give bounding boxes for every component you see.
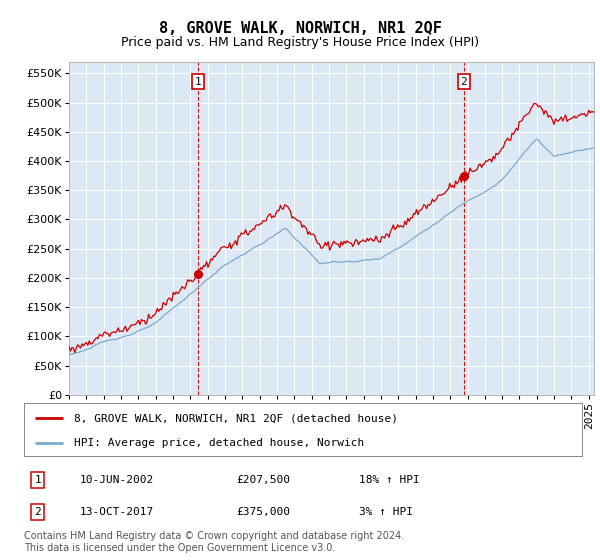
Text: 18% ↑ HPI: 18% ↑ HPI bbox=[359, 475, 419, 485]
Text: 1: 1 bbox=[194, 77, 201, 87]
Text: 8, GROVE WALK, NORWICH, NR1 2QF (detached house): 8, GROVE WALK, NORWICH, NR1 2QF (detache… bbox=[74, 413, 398, 423]
Text: 2: 2 bbox=[35, 507, 41, 517]
Text: 2: 2 bbox=[460, 77, 467, 87]
Text: 1: 1 bbox=[35, 475, 41, 485]
Text: Price paid vs. HM Land Registry's House Price Index (HPI): Price paid vs. HM Land Registry's House … bbox=[121, 36, 479, 49]
Text: 10-JUN-2002: 10-JUN-2002 bbox=[80, 475, 154, 485]
Text: Contains HM Land Registry data © Crown copyright and database right 2024.
This d: Contains HM Land Registry data © Crown c… bbox=[24, 531, 404, 553]
Text: £207,500: £207,500 bbox=[236, 475, 290, 485]
Text: HPI: Average price, detached house, Norwich: HPI: Average price, detached house, Norw… bbox=[74, 438, 364, 448]
Text: £375,000: £375,000 bbox=[236, 507, 290, 517]
Text: 3% ↑ HPI: 3% ↑ HPI bbox=[359, 507, 413, 517]
Text: 8, GROVE WALK, NORWICH, NR1 2QF: 8, GROVE WALK, NORWICH, NR1 2QF bbox=[158, 21, 442, 36]
Text: 13-OCT-2017: 13-OCT-2017 bbox=[80, 507, 154, 517]
